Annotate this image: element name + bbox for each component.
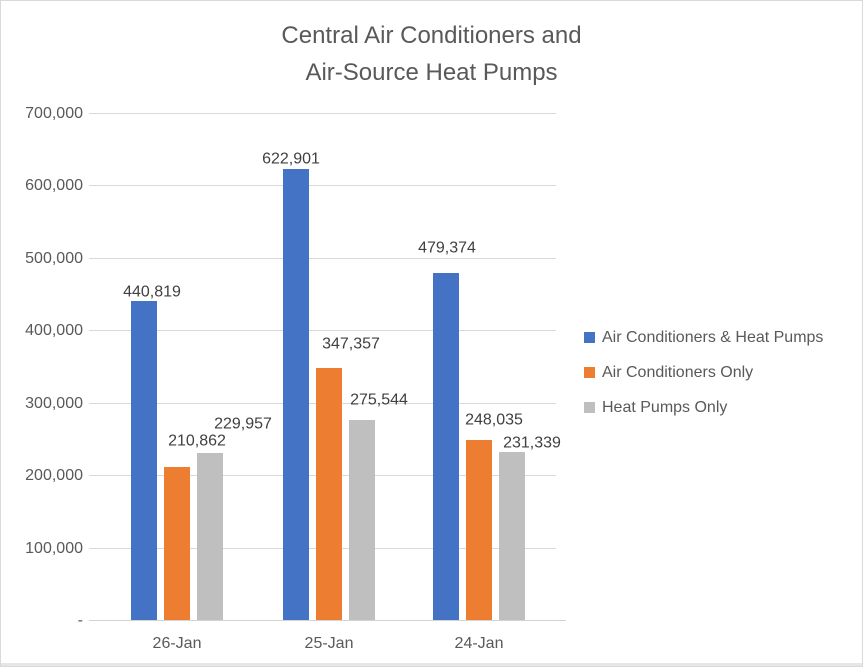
- bar-24-Jan-series1: [433, 273, 459, 620]
- legend-item-label: Air Conditioners & Heat Pumps: [602, 329, 824, 346]
- x-axis-line: [89, 620, 566, 621]
- chart-title-line-1: Central Air Conditioners and: [281, 22, 582, 49]
- data-label: 210,862: [168, 432, 226, 450]
- bar-26-Jan-series1: [131, 301, 157, 620]
- bar-24-Jan-series3: [499, 452, 525, 620]
- gridline: [89, 330, 556, 331]
- y-axis-tick-label: -: [77, 612, 83, 629]
- bar-25-Jan-series3: [349, 420, 375, 620]
- legend-item: Air Conditioners & Heat Pumps: [584, 329, 823, 346]
- chart-title: Central Air Conditioners and Air-Source …: [1, 17, 862, 91]
- x-axis-category-label: 26-Jan: [152, 635, 202, 652]
- legend-marker: [584, 402, 595, 413]
- y-axis-tick-label: 500,000: [25, 250, 83, 267]
- bar-25-Jan-series2: [316, 368, 342, 620]
- data-label: 479,374: [418, 239, 476, 257]
- gridline: [89, 185, 556, 186]
- data-label: 347,357: [322, 335, 380, 353]
- bar-24-Jan-series2: [466, 440, 492, 620]
- gridline: [89, 258, 556, 259]
- window-bottom-edge: [1, 663, 862, 666]
- data-label: 275,544: [350, 391, 408, 409]
- data-label: 229,957: [214, 415, 272, 433]
- y-axis-tick-label: 300,000: [25, 395, 83, 412]
- y-axis-tick-label: 400,000: [25, 322, 83, 339]
- legend-marker: [584, 367, 595, 378]
- legend-marker: [584, 332, 595, 343]
- legend-item: Air Conditioners Only: [584, 364, 753, 381]
- y-axis-tick-label: 200,000: [25, 467, 83, 484]
- legend-item: Heat Pumps Only: [584, 399, 727, 416]
- gridline: [89, 113, 556, 114]
- data-label: 231,339: [503, 434, 561, 452]
- y-axis-tick-label: 600,000: [25, 177, 83, 194]
- y-axis-tick-label: 700,000: [25, 105, 83, 122]
- legend-item-label: Air Conditioners Only: [602, 364, 754, 381]
- chart-title-line-2: Air-Source Heat Pumps: [305, 59, 558, 86]
- x-axis-category-label: 25-Jan: [304, 635, 354, 652]
- bar-26-Jan-series2: [164, 467, 190, 620]
- y-axis-tick-label: 100,000: [25, 540, 83, 557]
- data-label: 440,819: [123, 283, 181, 301]
- bar-25-Jan-series1: [283, 169, 309, 620]
- data-label: 622,901: [262, 150, 320, 168]
- legend-item-label: Heat Pumps Only: [602, 399, 728, 416]
- data-label: 248,035: [465, 411, 523, 429]
- x-axis-category-label: 24-Jan: [454, 635, 504, 652]
- bar-26-Jan-series3: [197, 453, 223, 620]
